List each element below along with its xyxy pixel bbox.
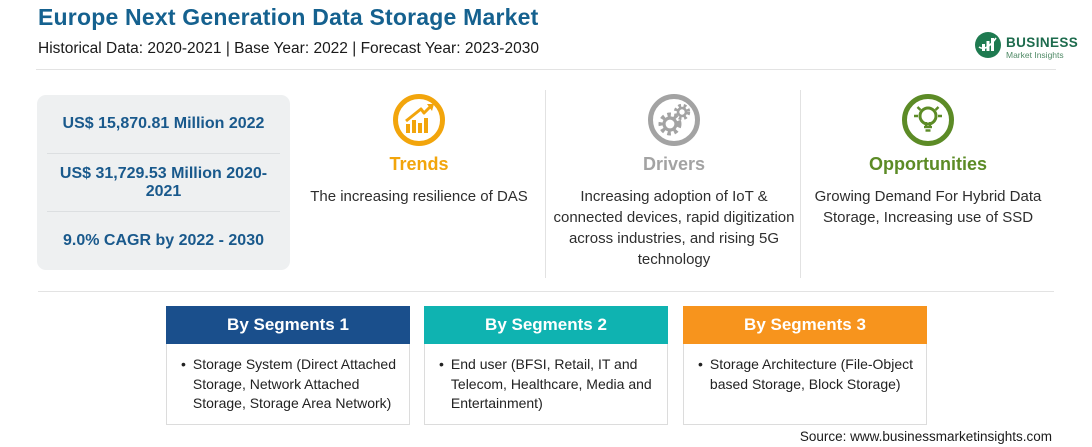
segments-3-header: By Segments 3	[683, 306, 927, 344]
trend-chart-icon	[302, 92, 536, 148]
header-divider	[36, 69, 1056, 70]
bullet-icon	[439, 355, 444, 414]
drivers-column: Drivers Increasing adoption of IoT & con…	[550, 92, 798, 270]
segments-3-box: By Segments 3 Storage Architecture (File…	[683, 306, 927, 425]
opportunities-label: Opportunities	[869, 154, 987, 174]
logo-name: BUSINESS	[1006, 35, 1079, 50]
stat-cagr: 9.0% CAGR by 2022 - 2030	[47, 211, 280, 270]
column-divider	[800, 90, 801, 278]
list-item: Storage Architecture (File-Object based …	[698, 355, 914, 394]
trends-column: Trends The increasing resilience of DAS	[302, 92, 536, 207]
segment-item-text: Storage System (Direct Attached Storage,…	[192, 356, 396, 411]
trends-label: Trends	[389, 154, 449, 174]
source-attribution: Source: www.businessmarketinsights.com	[799, 429, 1052, 444]
page-title: Europe Next Generation Data Storage Mark…	[38, 4, 539, 30]
trends-text: The increasing resilience of DAS	[310, 188, 528, 205]
segment-item-text: Storage Architecture (File-Object based …	[709, 356, 913, 392]
segments-1-box: By Segments 1 Storage System (Direct Att…	[166, 306, 410, 425]
business-market-insights-logo: BUSINESS Market Insights	[974, 31, 1078, 64]
segments-2-header: By Segments 2	[424, 306, 668, 344]
section-divider	[38, 291, 1054, 292]
drivers-label: Drivers	[642, 154, 706, 174]
logo-chart-icon	[974, 31, 1002, 64]
opportunities-column: Opportunities Growing Demand For Hybrid …	[803, 92, 1053, 228]
segments-1-header: By Segments 1	[166, 306, 410, 344]
gears-icon	[550, 92, 798, 148]
segments-2-box: By Segments 2 End user (BFSI, Retail, IT…	[424, 306, 668, 425]
column-divider	[545, 90, 546, 278]
logo-tagline: Market Insights	[1006, 49, 1064, 60]
list-item: End user (BFSI, Retail, IT and Telecom, …	[439, 355, 655, 414]
segment-item-text: End user (BFSI, Retail, IT and Telecom, …	[450, 356, 652, 411]
opportunities-text: Growing Demand For Hybrid Data Storage, …	[814, 188, 1042, 226]
stat-market-value-2022: US$ 15,870.81 Million 2022	[62, 114, 265, 132]
market-stats-box: US$ 15,870.81 Million 2022 US$ 31,729.53…	[37, 95, 290, 270]
stat-market-value-2020-2021: US$ 31,729.53 Million 2020-2021	[47, 152, 280, 212]
bullet-icon	[181, 355, 186, 414]
lightbulb-icon	[803, 92, 1053, 148]
bullet-icon	[698, 355, 703, 394]
report-years-subtitle: Historical Data: 2020-2021 | Base Year: …	[38, 40, 539, 57]
list-item: Storage System (Direct Attached Storage,…	[181, 355, 397, 414]
drivers-text: Increasing adoption of IoT & connected d…	[553, 188, 795, 268]
